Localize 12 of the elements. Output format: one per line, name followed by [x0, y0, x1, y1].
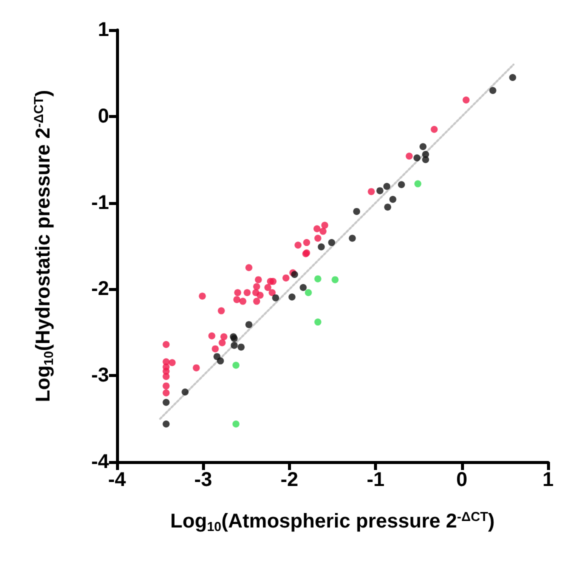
y-tick-label: 1: [98, 19, 109, 41]
x-tick-label: -1: [366, 469, 384, 491]
y-tick-label: -3: [91, 364, 109, 387]
y-tick-label: 0: [98, 105, 109, 128]
x-tick-label: -2: [280, 469, 298, 491]
x-tick-label: 0: [456, 469, 468, 491]
y-tick-label: -2: [91, 278, 109, 300]
y-axis-title: Log10(Hydrostatic pressure 2-ΔCT): [31, 90, 56, 402]
x-tick-label: 1: [542, 469, 554, 491]
y-tick-label: -4: [91, 451, 110, 473]
x-tick-label: -3: [194, 469, 212, 491]
y-tick-label: -1: [91, 192, 109, 214]
